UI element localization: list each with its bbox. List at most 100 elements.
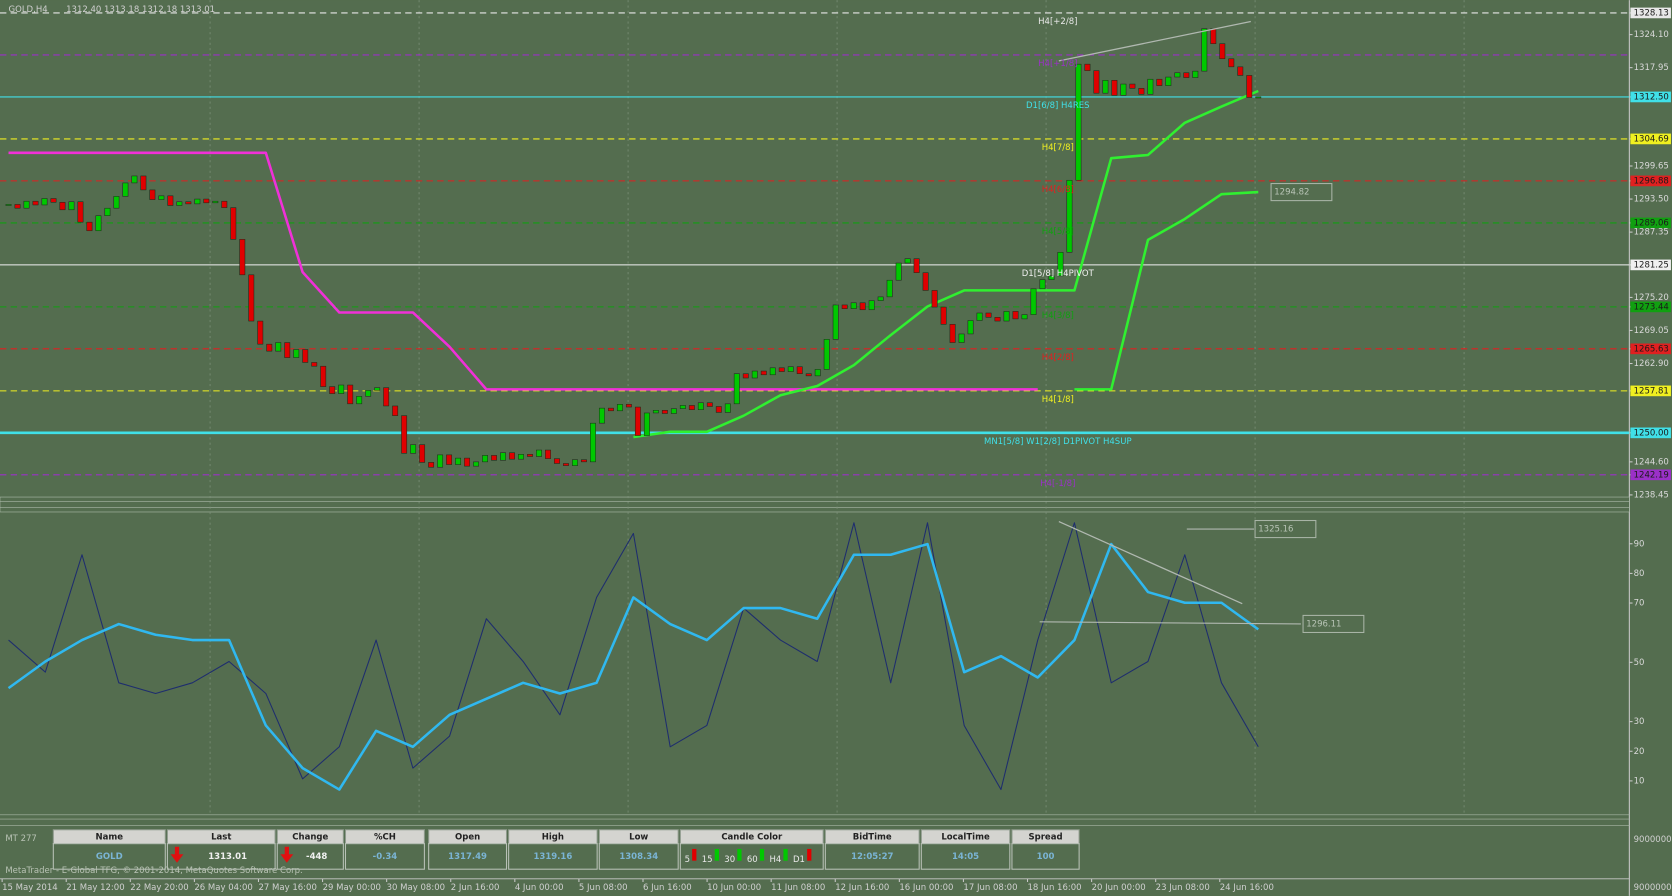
candle-body [958, 333, 965, 343]
table-value-cell [52, 843, 166, 870]
candle-body [1039, 279, 1046, 290]
candle-color-label: 60 [747, 855, 758, 865]
candle-body [410, 444, 417, 454]
candle-body [886, 279, 893, 298]
candle-body [787, 366, 794, 372]
y-tick-highlight [1630, 469, 1671, 481]
y-tick-highlight [1630, 259, 1671, 271]
candle-body [68, 201, 75, 211]
table-value-cell [166, 843, 276, 870]
level-label: H4[7/8] [1042, 143, 1074, 153]
candle-body [1057, 251, 1064, 277]
candle-body [374, 387, 381, 391]
candle-body [796, 366, 803, 374]
x-tick-label: 17 Jun 08:00 [963, 883, 1017, 893]
candle-color-swatch [737, 848, 742, 861]
candle-body [131, 175, 138, 184]
candle-body [482, 455, 488, 463]
candle-body [850, 302, 857, 309]
table-value-cell [679, 843, 824, 870]
candle-body [536, 449, 542, 457]
y-tick-label: 1304.69 [1634, 134, 1669, 144]
x-tick-label: 27 May 16:00 [258, 883, 316, 893]
candle-body [491, 455, 497, 461]
candle-body [383, 387, 390, 407]
table-value: 12:05:27 [851, 852, 893, 862]
x-tick-label: 26 May 04:00 [194, 883, 252, 893]
table-header: Open [455, 833, 480, 843]
candle-body [473, 461, 479, 467]
y-tick-label: 1317.95 [1634, 63, 1669, 73]
y-tick-highlight [1630, 301, 1671, 313]
trend-line [1058, 20, 1251, 62]
y-tick-highlight [1630, 217, 1671, 229]
candle-body [967, 320, 974, 335]
x-tick-label: 10 Jun 00:00 [707, 883, 761, 893]
y-tick-label: 70 [1634, 599, 1645, 609]
y-tick-label: 1238.45 [1634, 490, 1669, 500]
down-arrow [170, 846, 184, 863]
y-tick-label: 1265.63 [1634, 344, 1669, 354]
candle-body [293, 349, 300, 358]
candle-body [149, 189, 156, 200]
candle-body [1165, 76, 1172, 86]
level-label: H4[+2/8] [1038, 17, 1077, 27]
y-tick-label: 1328.13 [1634, 8, 1669, 18]
table-header: Low [629, 833, 648, 843]
candle-body [868, 300, 875, 311]
y-tick-highlight [1630, 385, 1671, 397]
candle-body [823, 339, 830, 370]
candle-body [212, 200, 219, 204]
y-tick-label: 1250.00 [1634, 428, 1669, 438]
y-tick-label: 90 [1634, 539, 1645, 549]
level-label: H4[-1/8] [1040, 479, 1075, 489]
y-tick-label: 1262.90 [1634, 359, 1669, 369]
candle-body [1111, 80, 1118, 96]
candle-body [140, 175, 147, 191]
candle-body [356, 396, 363, 405]
x-tick-label: 12 Jun 16:00 [835, 883, 889, 893]
candle-body [311, 362, 318, 367]
candle-body [814, 369, 821, 377]
x-tick-label: 22 May 20:00 [130, 883, 188, 893]
x-tick-label: 4 Jun 00:00 [515, 883, 564, 893]
candle-body [122, 182, 129, 197]
candle-body [500, 452, 506, 461]
candle-color-swatch [714, 848, 719, 861]
candle-color-label: 15 [702, 855, 713, 865]
candle-body [769, 367, 776, 376]
candle-body [392, 405, 399, 416]
y-tick-label: 1281.25 [1634, 260, 1669, 270]
candle-body [185, 201, 192, 205]
table-header: BidTime [853, 833, 892, 843]
candle-body [760, 370, 767, 376]
price-tag-box [1270, 183, 1333, 202]
candle-body [32, 200, 39, 206]
trend-line [1058, 520, 1243, 605]
candle-body [1237, 66, 1244, 76]
candle-body [1075, 63, 1082, 181]
candle-body [590, 422, 596, 463]
candle-body [598, 407, 605, 424]
candle-body [877, 296, 884, 301]
candle-body [643, 412, 650, 436]
y-tick-label: 20 [1634, 747, 1645, 757]
candle-body [949, 324, 956, 343]
candle-body [922, 272, 929, 291]
table-value: 100 [1037, 852, 1055, 862]
down-arrow [280, 846, 294, 863]
table-value-cell [276, 843, 344, 870]
table-header: LocalTime [941, 833, 990, 843]
candle-body [221, 200, 228, 208]
candle-body [1066, 179, 1073, 253]
candle-body [1012, 311, 1019, 320]
candle-body [1174, 72, 1181, 78]
candle-body [455, 457, 462, 465]
candle-body [688, 405, 695, 411]
candle-body [437, 454, 444, 468]
y-tick-highlight [1630, 175, 1671, 187]
candle-body [1003, 311, 1010, 322]
x-tick-label: 6 Jun 16:00 [643, 883, 692, 893]
level-label: H4[2/8] [1042, 353, 1074, 363]
volume-scale: 9000000 [1634, 883, 1672, 893]
